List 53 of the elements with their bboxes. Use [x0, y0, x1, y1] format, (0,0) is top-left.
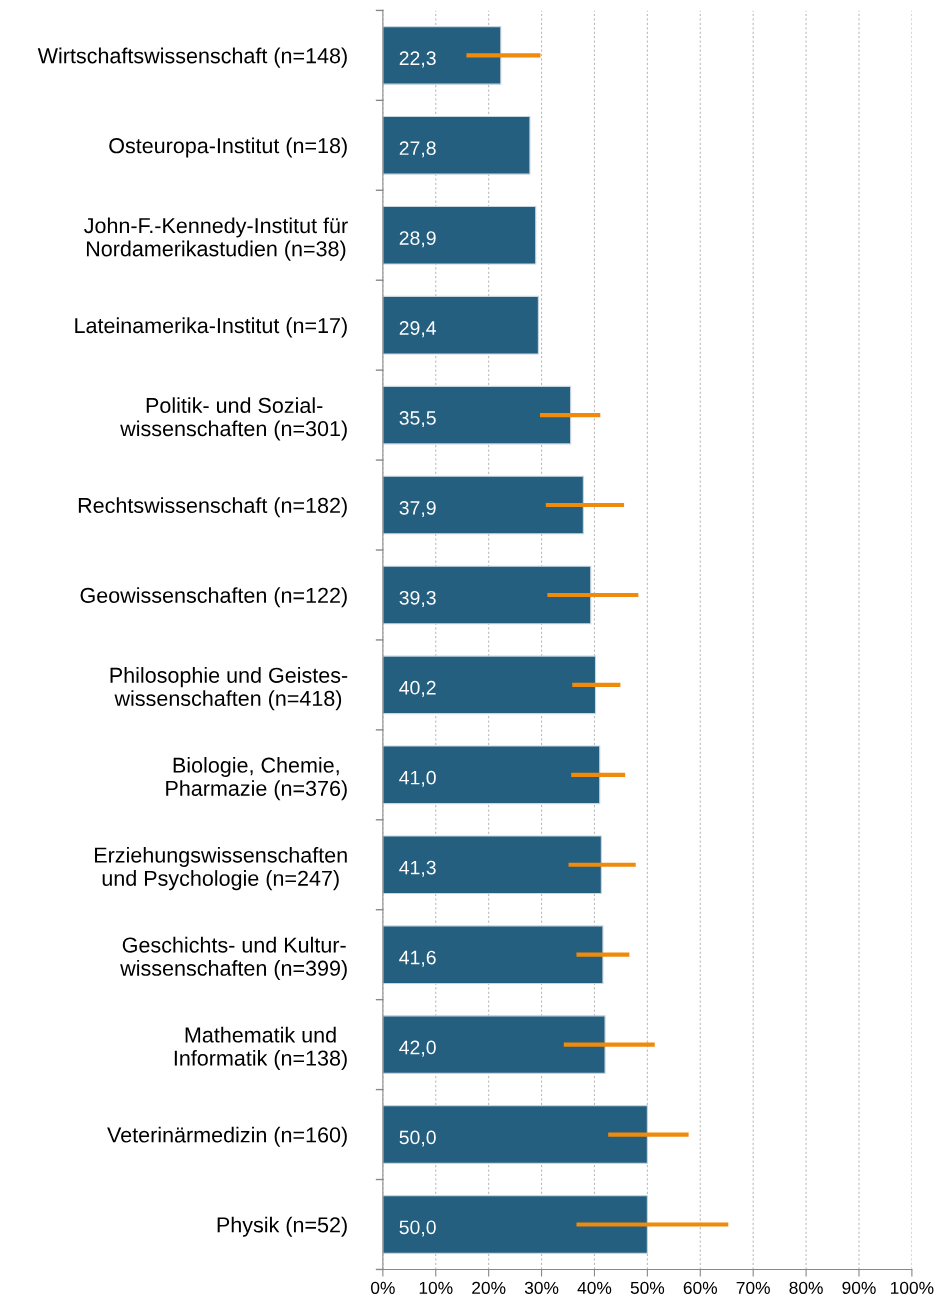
x-tick-label: 60% [683, 1281, 718, 1295]
x-tick-label: 80% [789, 1281, 823, 1295]
data-label: 41,3 [399, 860, 436, 877]
bar [382, 565, 592, 625]
bar [382, 115, 531, 175]
data-label: 42,0 [399, 1040, 436, 1057]
data-label: 29,4 [399, 321, 436, 338]
bar [382, 385, 572, 445]
data-label: 27,8 [399, 141, 436, 158]
bar [382, 26, 502, 85]
y-tick-label: Philosophie und Geistes- wissenschaften (n=418) [110, 667, 348, 711]
y-tick-label: Rechtswissenschaft (n=182) [78, 497, 347, 518]
x-tick-label: 40% [577, 1281, 612, 1295]
bar [382, 205, 537, 265]
y-tick-label: Veterinärmedizin (n=160) [107, 1126, 347, 1147]
y-tick-label: Lateinamerika-Institut (n=17) [75, 317, 347, 338]
data-label: 28,9 [399, 231, 436, 248]
y-tick-label: Politik- und Sozial- wissenschaften (n=301) [120, 397, 347, 441]
x-tick-label: 0% [370, 1281, 395, 1295]
bar [382, 475, 584, 535]
data-label: 39,3 [399, 590, 436, 607]
bar [382, 1015, 606, 1074]
x-tick-label: 90% [842, 1281, 876, 1295]
data-label: 22,3 [399, 51, 436, 68]
x-tick-label: 20% [472, 1281, 506, 1295]
y-tick-label: Physik (n=52) [217, 1216, 347, 1237]
y-tick-label: Biologie, Chemie, Pharmazie (n=376) [166, 757, 347, 801]
x-tick-label: 100% [891, 1281, 934, 1295]
y-tick-label: Mathematik und Informatik (n=138) [174, 1026, 347, 1071]
data-label: 40,2 [399, 680, 436, 697]
bar [382, 1105, 648, 1164]
x-tick-label: 70% [736, 1281, 770, 1295]
bar [382, 835, 602, 895]
x-tick-label: 10% [419, 1281, 453, 1295]
data-label: 50,0 [399, 1130, 436, 1147]
data-label: 37,9 [399, 500, 436, 518]
y-tick-label: Geschichts- und Kultur- wissenschaften (n=399) [120, 936, 347, 981]
x-tick-label: 30% [524, 1281, 559, 1295]
y-tick-label: Erziehungswissenschaften und Psychologie (n=247) [95, 846, 347, 891]
y-tick-label: John-F.-Kennedy-Institut für Nordamerikastudien (n=38) [84, 217, 348, 261]
bar [382, 295, 539, 355]
data-label: 41,6 [399, 950, 436, 967]
bar [382, 745, 601, 805]
data-label: 41,0 [399, 770, 436, 787]
data-label: 35,5 [399, 411, 436, 428]
y-tick-label: Wirtschaftswissenschaft (n=148) [37, 47, 347, 68]
x-tick-label: 50% [630, 1281, 665, 1295]
bar [382, 1195, 648, 1254]
y-tick-label: Geowissenschaften (n=122) [80, 587, 347, 608]
bar [382, 655, 597, 715]
y-tick-label: Osteuropa-Institut (n=18) [109, 137, 347, 158]
data-label: 50,0 [399, 1220, 436, 1237]
bar [382, 925, 604, 985]
